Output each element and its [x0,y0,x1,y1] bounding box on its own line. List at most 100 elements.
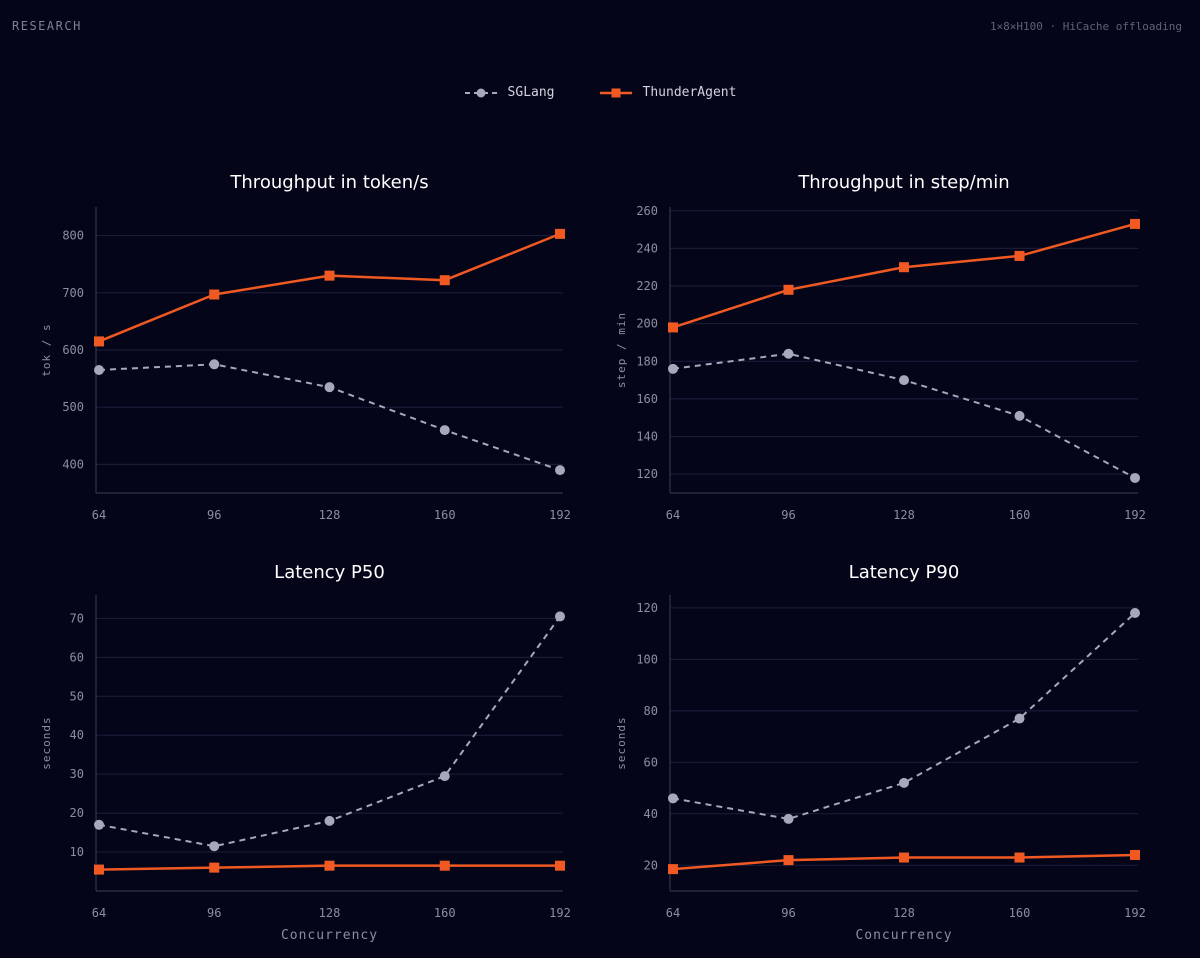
chart-4-ytick-label: 60 [644,755,658,769]
chart-3-xtick-label: 96 [207,906,221,920]
chart-1-point-sglang [209,359,220,370]
chart-4-point-sglang [1014,713,1025,724]
chart-4-title: Latency P90 [849,562,960,583]
chart-2-xtick-label: 128 [893,508,915,522]
chart-3-point-thunderagent [439,860,450,871]
chart-2-ylabel: step / min [615,312,628,388]
chart-1-line-thunderagent [98,232,561,343]
chart-1-point-sglang [324,382,335,393]
chart-4-point-sglang [783,813,794,824]
chart-1-point-thunderagent [94,336,104,347]
legend-label-thunderagent: ThunderAgent [642,85,737,100]
chart-1-xtick-label: 160 [434,508,456,522]
chart-3-ytick-label: 70 [70,611,84,625]
chart-2-ytick-label: 260 [636,204,658,218]
chart-2-ytick-label: 160 [636,392,658,406]
legend-item-sglang: SGLang [464,85,555,100]
chart-2-ytick-label: 240 [636,241,658,255]
chart-2-xtick-label: 64 [666,508,680,522]
chart-3-point-thunderagent [555,860,565,871]
research-tag: RESEARCH [12,19,82,33]
chart-3-point-thunderagent [209,862,220,873]
chart-2-point-thunderagent [1130,218,1140,229]
chart-2-point-sglang [783,348,794,359]
chart-1-point-sglang [555,465,565,476]
chart-2-ytick-label: 120 [636,467,658,481]
chart-4-xlabel: Concurrency [855,928,952,943]
chart-3-point-sglang [439,771,450,782]
chart-3-ytick-label: 40 [70,728,84,742]
chart-3-ylabel: seconds [40,716,53,769]
chart-2-ytick-label: 140 [636,430,658,444]
chart-1-point-thunderagent [324,270,335,281]
chart-4-point-thunderagent [668,864,678,875]
chart-3-ytick-label: 60 [70,650,84,664]
chart-3-point-sglang [94,819,104,830]
chart-4-point-thunderagent [899,852,909,863]
chart-3-xtick-label: 128 [319,906,341,920]
chart-3-point-thunderagent [324,860,335,871]
chart-3-point-sglang [209,841,220,852]
chart-1-ylabel: tok / s [40,323,53,376]
chart-2-point-sglang [1130,472,1140,483]
chart-4-point-sglang [899,777,909,788]
chart-4-point-thunderagent [1014,852,1025,863]
chart-4-line-sglang [672,612,1136,820]
chart-4-xtick-label: 160 [1009,906,1031,920]
chart-2-title: Throughput in step/min [797,172,1009,193]
chart-3-xtick-label: 160 [434,906,456,920]
chart-3-line-sglang [98,615,561,848]
chart-4-xtick-label: 128 [893,906,915,920]
chart-3-point-thunderagent [94,864,104,875]
chart-4-point-thunderagent [1130,849,1140,860]
chart-3-xtick-label: 64 [92,906,106,920]
chart-2-point-sglang [668,363,678,374]
chart-4-xtick-label: 96 [781,906,795,920]
chart-3-ytick-label: 50 [70,689,84,703]
chart-2-point-thunderagent [899,262,909,273]
chart-4-ytick-label: 40 [644,807,658,821]
chart-4-ytick-label: 120 [636,601,658,615]
chart-1-ytick-label: 400 [62,457,84,471]
chart-1-point-sglang [94,365,104,376]
chart-3-ytick-label: 10 [70,845,84,859]
chart-2-xtick-label: 96 [781,508,795,522]
chart-4-ytick-label: 20 [644,858,658,872]
chart-1-point-thunderagent [209,289,220,300]
chart-1-line-sglang [98,363,561,472]
chart-2-point-sglang [1014,410,1025,421]
chart-1-point-thunderagent [439,275,450,286]
chart-4-ytick-label: 80 [644,704,658,718]
chart-4-xtick-label: 192 [1124,906,1146,920]
chart-1-ytick-label: 500 [62,400,84,414]
chart-1-xtick-label: 96 [207,508,221,522]
legend-marker-sglang [464,88,497,97]
chart-1-ytick-label: 700 [62,286,84,300]
legend-item-thunderagent: ThunderAgent [599,85,737,100]
chart-1-point-sglang [439,425,450,436]
chart-4-point-sglang [1130,608,1140,619]
chart-2-point-thunderagent [783,284,794,295]
chart-1-xtick-label: 128 [319,508,341,522]
chart-4-point-sglang [668,793,678,804]
chart-1-point-thunderagent [555,228,565,239]
chart-1-ytick-label: 800 [62,229,84,243]
chart-4-ylabel: seconds [615,716,628,769]
chart-1-title: Throughput in token/s [229,172,428,193]
chart-2-xtick-label: 192 [1124,508,1146,522]
chart-1-xtick-label: 64 [92,508,106,522]
chart-2-point-thunderagent [1014,250,1025,261]
legend-marker-thunderagent [599,88,632,97]
chart-2-point-sglang [899,375,909,386]
chart-3-title: Latency P50 [274,562,385,583]
hardware-setup-label: 1×8×H100 · HiCache offloading [989,20,1182,33]
legend-label-sglang: SGLang [507,85,555,100]
chart-3-xtick-label: 192 [549,906,571,920]
chart-2-ytick-label: 220 [636,279,658,293]
chart-1-ytick-label: 600 [62,343,84,357]
chart-3-ytick-label: 30 [70,767,84,781]
chart-3-xlabel: Concurrency [281,928,378,943]
chart-2-line-sglang [672,352,1136,479]
chart-2-line-thunderagent [672,222,1136,329]
